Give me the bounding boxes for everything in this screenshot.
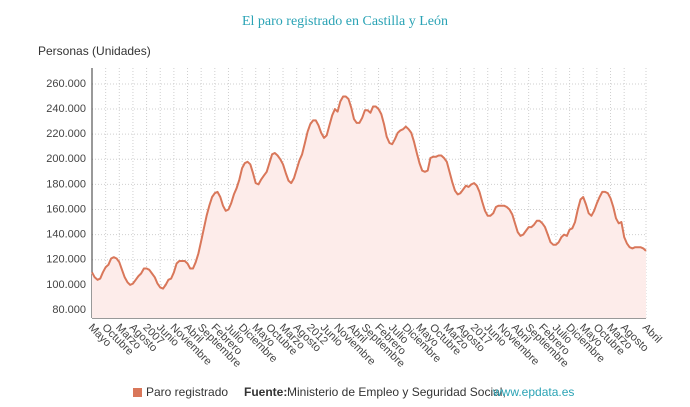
y-tick-label: 80.000 xyxy=(52,304,86,316)
source: Ministerio de Empleo y Seguridad Social, xyxy=(287,385,506,399)
y-tick-label: 140.000 xyxy=(46,229,86,241)
legend-label: Paro registrado xyxy=(146,385,228,399)
chart-title: El paro registrado en Castilla y León xyxy=(242,14,448,29)
y-axis-label: Personas (Unidades) xyxy=(38,44,151,58)
y-tick-label: 240.000 xyxy=(46,103,86,115)
legend-swatch xyxy=(133,388,142,397)
y-tick-label: 160.000 xyxy=(46,203,86,215)
source-link[interactable]: www.epdata.es xyxy=(492,385,574,399)
y-tick-label: 220.000 xyxy=(46,128,86,140)
legend: Paro registrado Fuente: Ministerio de Em… xyxy=(133,385,574,399)
y-tick-label: 120.000 xyxy=(46,254,86,266)
y-tick-label: 200.000 xyxy=(46,153,86,165)
y-tick-label: 100.000 xyxy=(46,279,86,291)
y-tick-label: 260.000 xyxy=(46,78,86,90)
line xyxy=(91,95,647,290)
y-tick-label: 180.000 xyxy=(46,178,86,190)
source-label: Fuente: xyxy=(244,385,287,399)
area xyxy=(92,96,646,318)
